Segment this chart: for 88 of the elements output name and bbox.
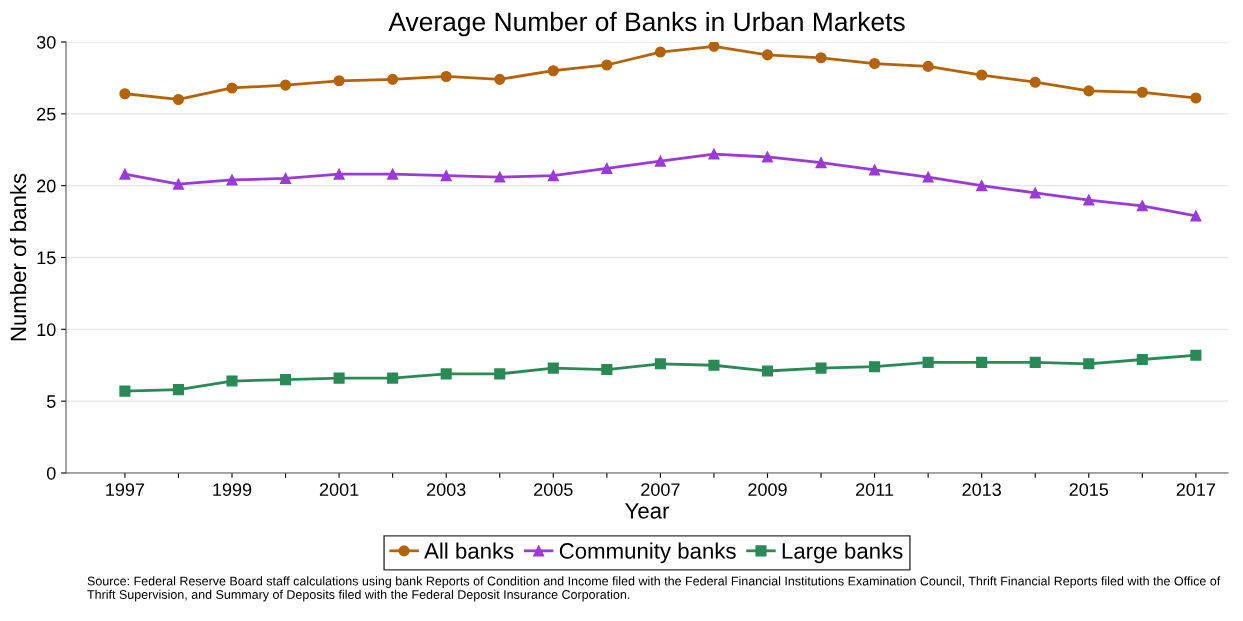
point — [1029, 356, 1041, 368]
x-tick-label: 2013 — [962, 483, 1001, 496]
point — [387, 168, 399, 180]
y-tick-label: 10 — [37, 323, 56, 337]
point — [226, 174, 238, 186]
point — [440, 368, 452, 380]
y-tick-label: 20 — [37, 179, 56, 193]
y-tick-label: 30 — [36, 35, 56, 49]
point — [654, 155, 666, 167]
point — [387, 73, 399, 85]
x-tick-label: 2015 — [1069, 483, 1109, 496]
point — [226, 375, 238, 387]
x-tick-label: 2005 — [534, 483, 573, 496]
point — [1136, 353, 1148, 366]
point — [119, 385, 131, 397]
point — [547, 170, 559, 182]
x-tick-label: 2011 — [856, 483, 894, 496]
point — [119, 88, 131, 100]
point — [440, 70, 452, 83]
point — [1136, 86, 1148, 98]
point — [494, 73, 506, 85]
point — [119, 168, 131, 180]
point — [601, 162, 613, 174]
point — [1136, 200, 1148, 212]
x-tick-label: 2003 — [427, 483, 466, 496]
point — [333, 372, 345, 384]
point — [547, 362, 559, 374]
point — [869, 57, 881, 70]
point — [815, 362, 827, 374]
y-tick-label: 5 — [46, 395, 56, 408]
point — [976, 356, 988, 368]
point — [601, 59, 613, 71]
x-tick-label: 2001 — [319, 483, 359, 496]
point — [869, 361, 881, 373]
point — [494, 171, 506, 183]
legend-label: Large banks — [782, 542, 903, 564]
point — [976, 69, 988, 81]
point — [172, 384, 185, 396]
point — [172, 178, 185, 190]
point — [547, 65, 559, 77]
point — [333, 168, 345, 180]
x-tick-label: 1999 — [213, 483, 252, 496]
x-tick-label: 2009 — [748, 483, 787, 496]
legend-label: Community banks — [559, 542, 736, 564]
point — [601, 364, 613, 376]
legend-label: All banks — [424, 542, 514, 559]
x-axis-title: Year — [625, 503, 670, 519]
chart-title: Average Number of Banks in Urban Markets — [388, 11, 905, 37]
point — [1190, 92, 1202, 104]
point — [279, 172, 292, 185]
point — [1083, 85, 1095, 97]
source-note: Source: Federal Reserve Board staff calculations using bank Reports of Condition and Income filed with the Federal Financial Institutions Examination Council, Thrift Financial Reports filed with the Office of Thrift Supervision, and Summary of Deposits filed with the Federal Deposit Insurance Corporation. — [87, 576, 1221, 602]
y-tick-label: 0 — [46, 466, 56, 480]
point — [440, 170, 452, 182]
point — [387, 372, 399, 384]
point — [226, 82, 238, 94]
point — [279, 79, 292, 91]
point — [922, 171, 934, 183]
point — [654, 358, 666, 370]
point — [869, 164, 881, 176]
point — [761, 49, 774, 61]
point — [1029, 76, 1041, 88]
point — [815, 52, 827, 64]
point — [1083, 194, 1095, 206]
point — [761, 151, 774, 163]
point — [708, 359, 720, 371]
point — [922, 356, 934, 368]
point — [1190, 349, 1202, 361]
point — [708, 42, 720, 52]
x-tick-label: 1997 — [106, 483, 145, 496]
point — [494, 368, 506, 380]
y-tick-label: 15 — [37, 251, 56, 265]
point — [333, 75, 345, 87]
point — [761, 365, 774, 377]
y-axis-title: Number of banks — [9, 173, 27, 341]
point — [815, 157, 827, 169]
point — [1190, 210, 1202, 222]
point — [708, 148, 720, 160]
point — [1029, 187, 1041, 199]
point — [172, 93, 185, 106]
x-tick-label: 2017 — [1176, 483, 1216, 496]
point — [1083, 358, 1095, 370]
y-tick-label: 25 — [37, 107, 56, 121]
x-tick-label: 2007 — [641, 483, 680, 496]
point — [654, 46, 666, 58]
point — [976, 180, 988, 192]
point — [922, 60, 934, 72]
point — [279, 374, 292, 386]
